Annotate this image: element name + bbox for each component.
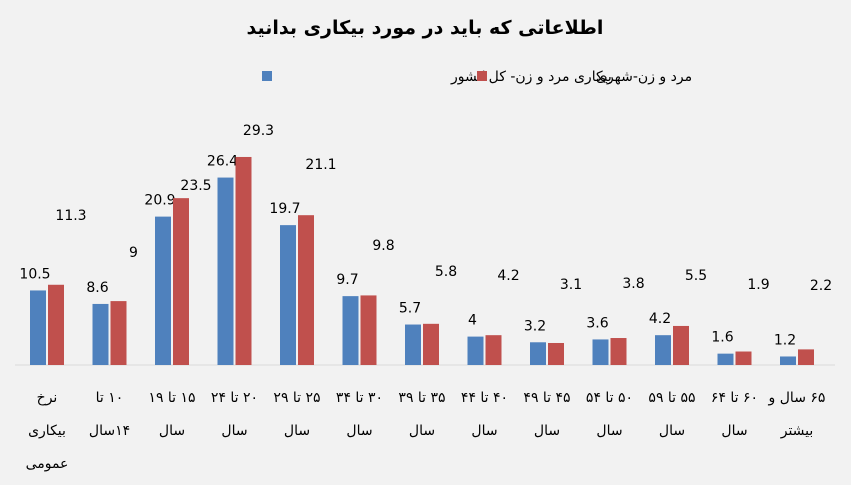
legend-swatch-national: [262, 71, 272, 81]
x-tick-label: سال: [534, 423, 560, 439]
x-tick-label: ۱۵ تا ۱۹: [148, 390, 195, 406]
bar-urban: [360, 295, 377, 365]
data-label-national: 9.7: [336, 272, 358, 288]
bar-national: [92, 303, 109, 365]
x-tick-label: ۲۵ تا ۲۹: [273, 390, 320, 406]
legend-swatch-urban: [477, 71, 487, 81]
data-label-national: 3.6: [586, 315, 608, 331]
chart-title: اطلاعاتی که باید در مورد بیکاری بدانید: [247, 17, 604, 39]
data-label-national: 19.7: [269, 201, 300, 217]
bar-urban: [735, 351, 752, 365]
data-label-national: 5.7: [399, 301, 421, 317]
data-label-national: 8.6: [86, 280, 108, 296]
x-tick-label: ۵۵ تا ۵۹: [648, 390, 695, 406]
data-label-urban: 21.1: [305, 157, 336, 173]
data-label-urban: 2.2: [810, 278, 832, 294]
bar-national: [780, 356, 796, 365]
bar-urban: [485, 335, 502, 365]
bar-national: [280, 225, 296, 365]
bar-urban: [235, 156, 252, 365]
data-label-urban: 9: [129, 245, 138, 261]
x-tick-label: سال: [409, 423, 435, 439]
data-label-national: 10.5: [19, 266, 50, 282]
data-label-national: 4.2: [649, 311, 671, 327]
bar-urban: [673, 325, 689, 365]
bar-national: [217, 177, 234, 365]
data-label-national: 20.9: [144, 193, 175, 209]
data-label-urban: 3.1: [560, 277, 582, 293]
x-tick-label: ۳۰ تا ۳۴: [336, 390, 383, 406]
bar-national: [30, 290, 46, 365]
bar-national: [717, 353, 734, 365]
x-tick-label: ۱۰ تا: [96, 390, 124, 406]
bar-urban: [110, 301, 127, 365]
bar-national: [530, 342, 546, 365]
x-tick-label: عمومی: [26, 456, 69, 472]
x-tick-label: ۵۰ تا ۵۴: [586, 390, 633, 406]
legend: بیکاری مرد و زن- کل کشور مرد و زن-شهری: [262, 69, 692, 85]
x-tick-label: بیشتر: [780, 423, 814, 439]
data-label-national: 1.2: [774, 332, 796, 348]
data-label-urban: 1.9: [747, 277, 769, 293]
bar-national: [655, 335, 671, 365]
bar-urban: [48, 284, 64, 365]
bar-urban: [548, 342, 564, 365]
x-tick-label: سال: [596, 423, 622, 439]
bar-national: [342, 296, 359, 365]
x-tick-label: سال: [221, 423, 247, 439]
x-tick-label: ۲۰ تا ۲۴: [211, 390, 258, 406]
data-label-national: 4: [468, 313, 477, 329]
data-label-urban: 3.8: [622, 276, 644, 292]
x-tick-label: ۱۴سال: [89, 423, 130, 439]
x-tick-label: ۳۵ تا ۳۹: [398, 390, 445, 406]
x-tick-label: سال: [284, 423, 310, 439]
data-label-national: 26.4: [207, 154, 238, 170]
x-tick-label: سال: [159, 423, 185, 439]
data-label-urban: 5.5: [685, 268, 707, 284]
data-label-urban: 5.8: [435, 264, 457, 280]
data-label-urban: 9.8: [372, 238, 394, 254]
x-tick-label: سال: [721, 423, 747, 439]
bar-national: [592, 339, 609, 365]
bar-national: [467, 336, 484, 365]
data-label-urban: 23.5: [180, 178, 211, 194]
legend-label-urban: مرد و زن-شهری: [596, 69, 692, 85]
x-tick-label: ۴۵ تا ۴۹: [523, 390, 570, 406]
x-tick-label: ۶۵ سال و: [768, 390, 826, 406]
x-tick-label: سال: [346, 423, 372, 439]
bar-urban: [423, 323, 439, 365]
bar-national: [405, 324, 421, 365]
bar-national: [155, 216, 171, 365]
x-tick-label: ۴۰ تا ۴۴: [461, 390, 508, 406]
bar-urban: [298, 215, 314, 365]
data-label-urban: 29.3: [243, 123, 274, 139]
bar-urban: [610, 338, 627, 365]
data-label-national: 3.2: [524, 318, 546, 334]
x-tick-label: نرخ: [37, 390, 58, 406]
data-label-urban: 4.2: [497, 268, 519, 284]
x-tick-label: بیکاری: [28, 423, 66, 439]
data-label-urban: 11.3: [55, 208, 86, 224]
data-label-national: 1.6: [711, 330, 733, 346]
legend-label-national: بیکاری مرد و زن- کل کشور: [450, 69, 612, 85]
x-tick-label: سال: [471, 423, 497, 439]
x-tick-label: سال: [659, 423, 685, 439]
bar-urban: [173, 198, 189, 365]
bar-urban: [798, 349, 814, 365]
x-tick-label: ۶۰ تا ۶۴: [711, 390, 758, 406]
